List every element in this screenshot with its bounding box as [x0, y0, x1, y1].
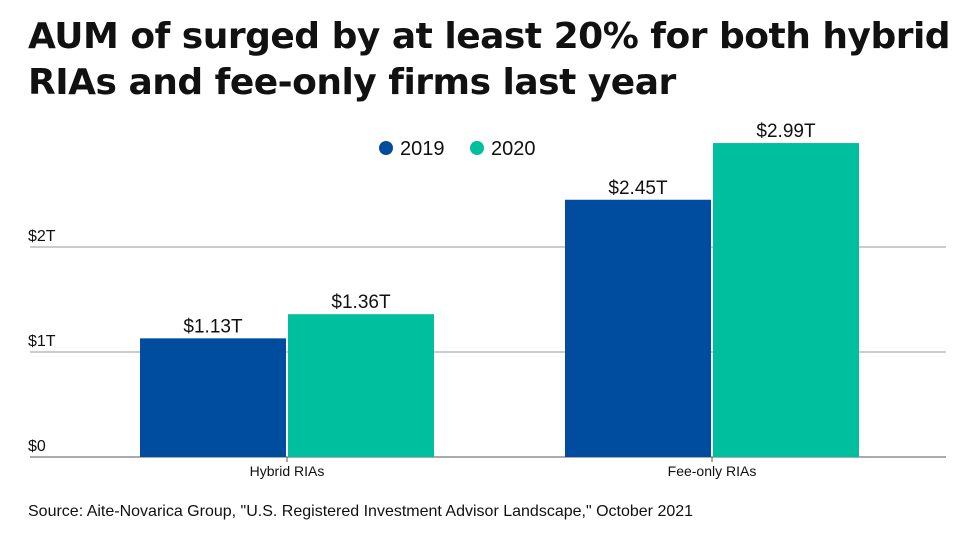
- data-label: $2.99T: [756, 121, 816, 142]
- legend-marker-2020: [470, 141, 484, 155]
- legend: 2019 2020: [379, 138, 536, 160]
- data-labels: $1.13T $1.36T $2.45T $2.99T: [183, 121, 816, 337]
- y-axis-ticks: $0 $1T $2T: [28, 228, 56, 455]
- legend-marker-2019: [379, 141, 393, 155]
- legend-label: 2020: [491, 138, 536, 160]
- x-axis-ticks: Hybrid RIAs Fee-only RIAs: [250, 457, 757, 479]
- bar-2020-hybrid-rias: [288, 314, 434, 457]
- x-tick-label: Hybrid RIAs: [250, 463, 325, 479]
- chart-title: AUM of surged by at least 20% for both h…: [28, 16, 951, 103]
- bar-chart: $0 $1T $2T $1.13T $1.36T $2.45T $2.99T Hybrid…: [28, 121, 946, 479]
- source-note: Source: Aite-Novarica Group, "U.S. Regis…: [28, 503, 694, 520]
- y-tick-label: $1T: [28, 333, 56, 350]
- bar-2020-fee-only-rias: [713, 143, 859, 458]
- y-tick-label: $2T: [28, 228, 56, 245]
- y-tick-label: $0: [28, 438, 46, 455]
- data-label: $2.45T: [608, 178, 668, 199]
- data-label: $1.13T: [183, 316, 243, 337]
- bar-2019-fee-only-rias: [565, 199, 711, 457]
- x-tick-label: Fee-only RIAs: [668, 463, 757, 479]
- bars: [140, 143, 859, 458]
- data-label: $1.36T: [331, 292, 391, 313]
- legend-label: 2019: [400, 138, 445, 160]
- bar-2019-hybrid-rias: [140, 338, 286, 457]
